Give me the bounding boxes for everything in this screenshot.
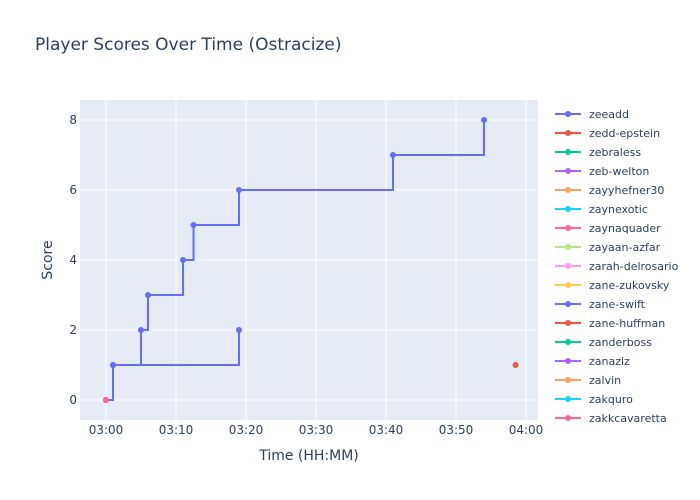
legend-label: zayyhefner30: [589, 184, 664, 197]
legend-label: zeeadd: [589, 108, 629, 121]
legend-label: zakquro: [589, 393, 633, 406]
legend-marker: [565, 244, 571, 250]
legend-label: zayaan-azfar: [589, 241, 661, 254]
data-point: [103, 397, 109, 403]
legend-marker: [565, 263, 571, 269]
series-layer: [103, 117, 519, 403]
legend-marker: [565, 130, 571, 136]
x-tick-label: 03:50: [439, 423, 474, 437]
data-point: [481, 117, 487, 123]
legend-label: zebraless: [589, 146, 641, 159]
legend-label: zanaziz: [589, 355, 630, 368]
legend-item[interactable]: zanderboss: [555, 336, 652, 349]
legend-marker: [565, 282, 571, 288]
data-point: [110, 362, 116, 368]
data-point: [512, 362, 519, 368]
chart-title: Player Scores Over Time (Ostracize): [35, 35, 342, 55]
legend-marker: [565, 358, 571, 364]
legend-marker: [565, 206, 571, 212]
y-tick-label: 2: [69, 323, 77, 337]
x-tick-label: 03:10: [159, 423, 194, 437]
legend-label: zeb-welton: [589, 165, 649, 178]
legend-marker: [565, 396, 571, 402]
tick-labels: 0 2 4 6 8 03:00 03:10 03:20 03:30 03:40 03:50 04:00: [69, 113, 543, 437]
legend-item[interactable]: zayyhefner30: [555, 184, 664, 197]
data-point: [145, 292, 151, 298]
legend-item[interactable]: zane-swift: [555, 298, 646, 311]
legend-label: zedd-epstein: [589, 127, 660, 140]
legend-label: zanderboss: [589, 336, 652, 349]
legend-item[interactable]: zarah-delrosario: [555, 260, 679, 273]
data-point: [390, 152, 396, 158]
legend-marker: [565, 225, 571, 231]
legend-item[interactable]: zeb-welton: [555, 165, 649, 178]
data-point: [236, 327, 242, 333]
data-point: [180, 257, 186, 263]
legend-item[interactable]: zayaan-azfar: [555, 241, 661, 254]
legend-label: zalvin: [589, 374, 621, 387]
legend-label: zarah-delrosario: [589, 260, 679, 273]
legend-label: zane-swift: [589, 298, 646, 311]
legend[interactable]: zeeadd zedd-epstein zebraless zeb-welton zay…: [555, 108, 679, 425]
data-point: [236, 187, 242, 193]
legend-marker: [565, 301, 571, 307]
legend-item[interactable]: zane-huffman: [555, 317, 665, 330]
y-tick-label: 0: [69, 393, 77, 407]
y-tick-label: 4: [69, 253, 77, 267]
x-tick-label: 03:40: [369, 423, 404, 437]
legend-label: zane-zukovsky: [589, 279, 670, 292]
legend-item[interactable]: zane-zukovsky: [555, 279, 670, 292]
legend-item[interactable]: zalvin: [555, 374, 621, 387]
legend-marker: [565, 168, 571, 174]
x-tick-label: 03:20: [229, 423, 264, 437]
legend-item[interactable]: zebraless: [555, 146, 641, 159]
legend-label: zaynexotic: [589, 203, 648, 216]
legend-marker: [565, 149, 571, 155]
x-tick-label: 03:30: [299, 423, 334, 437]
legend-marker: [565, 187, 571, 193]
legend-item[interactable]: zedd-epstein: [555, 127, 660, 140]
legend-item[interactable]: zaynaquader: [555, 222, 661, 235]
legend-item[interactable]: zeeadd: [555, 108, 629, 121]
legend-marker: [565, 377, 571, 383]
legend-marker: [565, 111, 571, 117]
legend-marker: [565, 339, 571, 345]
legend-item[interactable]: zaynexotic: [555, 203, 648, 216]
grid: [80, 100, 538, 420]
x-axis-title: Time (HH:MM): [258, 448, 359, 464]
legend-item[interactable]: zanaziz: [555, 355, 630, 368]
legend-marker: [565, 415, 571, 421]
legend-label: zaynaquader: [589, 222, 661, 235]
legend-item[interactable]: zakkcavaretta: [555, 412, 667, 425]
legend-item[interactable]: zakquro: [555, 393, 633, 406]
series-zakkcavaretta: [103, 397, 109, 403]
legend-label: zakkcavaretta: [589, 412, 667, 425]
legend-marker: [565, 320, 571, 326]
series-zedd-epstein: [512, 362, 519, 368]
legend-label: zane-huffman: [589, 317, 665, 330]
x-tick-label: 03:00: [89, 423, 124, 437]
y-axis-title: Score: [40, 240, 56, 279]
y-tick-label: 8: [69, 113, 77, 127]
data-point: [138, 327, 144, 333]
data-point: [190, 222, 197, 228]
x-tick-label: 04:00: [509, 423, 544, 437]
y-tick-label: 6: [69, 183, 77, 197]
